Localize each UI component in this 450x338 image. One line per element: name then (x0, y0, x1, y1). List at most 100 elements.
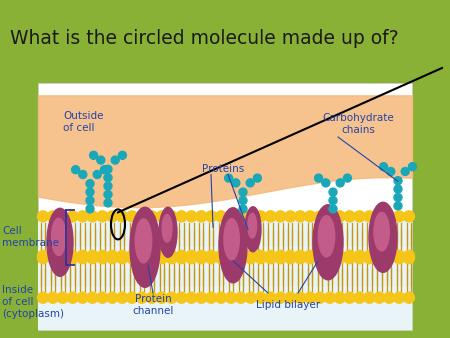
Circle shape (206, 292, 216, 303)
Circle shape (146, 253, 158, 264)
Circle shape (67, 250, 78, 261)
Circle shape (334, 292, 345, 303)
Circle shape (265, 211, 276, 222)
Circle shape (394, 202, 402, 210)
Circle shape (136, 253, 148, 264)
Circle shape (394, 193, 402, 201)
Circle shape (67, 211, 78, 222)
Circle shape (225, 174, 233, 182)
Circle shape (47, 292, 58, 303)
Circle shape (47, 250, 58, 261)
Text: Cell
membrane: Cell membrane (2, 226, 59, 248)
Circle shape (315, 174, 323, 182)
Circle shape (232, 179, 240, 187)
Circle shape (329, 205, 337, 213)
Ellipse shape (135, 219, 152, 263)
Text: Inside
of cell
(cytoplasm): Inside of cell (cytoplasm) (2, 285, 64, 319)
Circle shape (324, 292, 335, 303)
Circle shape (146, 211, 158, 222)
Circle shape (111, 156, 119, 164)
Ellipse shape (313, 205, 343, 280)
Circle shape (37, 211, 49, 222)
Circle shape (97, 250, 108, 261)
Circle shape (394, 211, 405, 222)
Circle shape (216, 250, 226, 261)
Circle shape (104, 165, 112, 173)
Circle shape (225, 250, 236, 261)
Circle shape (374, 211, 385, 222)
Circle shape (384, 211, 395, 222)
Circle shape (97, 211, 108, 222)
Circle shape (104, 191, 112, 198)
Circle shape (246, 179, 254, 187)
Circle shape (404, 292, 414, 303)
Circle shape (37, 250, 49, 261)
Ellipse shape (318, 216, 335, 257)
Circle shape (136, 211, 148, 222)
Circle shape (37, 292, 49, 303)
Circle shape (146, 292, 158, 303)
Circle shape (156, 250, 167, 261)
Text: Carbohydrate
chains: Carbohydrate chains (322, 113, 394, 135)
Circle shape (265, 250, 276, 261)
Circle shape (117, 253, 128, 264)
Circle shape (196, 211, 207, 222)
Circle shape (255, 253, 266, 264)
Circle shape (295, 211, 306, 222)
Text: Lipid bilayer: Lipid bilayer (256, 300, 320, 310)
Circle shape (334, 211, 345, 222)
Circle shape (315, 250, 325, 261)
Circle shape (93, 170, 101, 178)
Circle shape (285, 292, 296, 303)
Circle shape (196, 253, 207, 264)
Circle shape (57, 211, 68, 222)
Circle shape (86, 180, 94, 188)
Circle shape (104, 199, 112, 207)
Circle shape (384, 253, 395, 264)
Circle shape (117, 292, 128, 303)
Circle shape (305, 211, 315, 222)
Circle shape (334, 253, 345, 264)
Circle shape (239, 196, 247, 204)
Circle shape (404, 250, 414, 261)
Circle shape (107, 292, 118, 303)
Circle shape (136, 250, 148, 261)
Circle shape (394, 292, 405, 303)
Circle shape (117, 250, 128, 261)
Circle shape (334, 250, 345, 261)
Circle shape (265, 253, 276, 264)
Circle shape (380, 163, 387, 171)
Ellipse shape (369, 202, 397, 272)
Circle shape (87, 250, 98, 261)
Circle shape (225, 211, 236, 222)
Circle shape (196, 250, 207, 261)
Circle shape (315, 211, 325, 222)
Circle shape (354, 292, 365, 303)
Circle shape (315, 292, 325, 303)
Circle shape (384, 250, 395, 261)
Circle shape (225, 253, 236, 264)
Circle shape (72, 166, 80, 174)
Circle shape (409, 163, 416, 171)
Circle shape (47, 211, 58, 222)
Circle shape (37, 253, 49, 264)
Circle shape (86, 188, 94, 196)
Circle shape (255, 250, 266, 261)
Circle shape (90, 151, 98, 159)
Circle shape (156, 211, 167, 222)
Circle shape (329, 196, 337, 204)
Ellipse shape (162, 215, 172, 242)
Circle shape (216, 211, 226, 222)
Circle shape (156, 292, 167, 303)
Circle shape (255, 211, 266, 222)
Circle shape (57, 292, 68, 303)
Circle shape (315, 253, 325, 264)
Circle shape (156, 253, 167, 264)
Circle shape (324, 250, 335, 261)
Circle shape (97, 156, 105, 164)
Circle shape (126, 292, 138, 303)
Circle shape (196, 292, 207, 303)
Circle shape (166, 250, 177, 261)
Circle shape (87, 211, 98, 222)
Circle shape (126, 253, 138, 264)
